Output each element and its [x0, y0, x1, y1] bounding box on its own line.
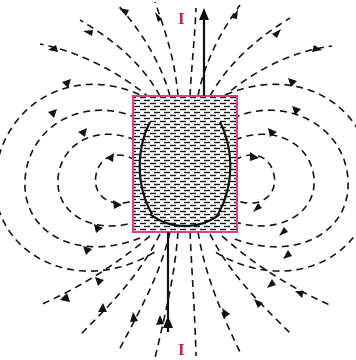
field-line-bot-5 [79, 233, 161, 336]
current-label-bottom: I [178, 340, 185, 359]
coil [132, 8, 238, 332]
field-line-bot-7 [39, 235, 151, 306]
coil-inner-arc-right [217, 121, 232, 215]
coil-outline [132, 95, 238, 233]
arrow-left-1 [106, 153, 114, 162]
field-line-bot-3 [197, 231, 241, 353]
arrow-top-7 [312, 45, 322, 52]
arrow-right-1 [250, 152, 259, 161]
arrow-left-8 [95, 277, 104, 286]
field-line-top-7 [39, 43, 151, 99]
coil-inner-arc-left [138, 121, 153, 215]
field-line-top-5 [79, 19, 161, 97]
arrow-left-5 [113, 200, 122, 209]
field-line-top-1 [117, 4, 171, 97]
field-line-right-4 [211, 83, 356, 272]
arrow-left-7 [83, 246, 92, 255]
field-line-top-2 [154, 1, 179, 97]
arrow-bot-5 [254, 299, 263, 308]
lead-bottom-arrow [163, 316, 173, 328]
arrow-right-4 [288, 78, 297, 87]
lead-top-arrow [199, 8, 209, 20]
arrow-bot-3 [222, 308, 230, 318]
field-line-bot-1 [117, 231, 171, 353]
field-line-bot-2 [154, 231, 179, 359]
current-label-top: I [178, 9, 185, 28]
field-line-bot-4 [189, 231, 197, 357]
coil-inner-arc-bottom [149, 213, 221, 228]
arrow-right-3 [292, 106, 301, 115]
arrow-top-6 [48, 45, 58, 52]
field-line-top-4 [189, 7, 197, 97]
field-line-top-8 [221, 45, 333, 99]
arrow-top-1 [119, 8, 129, 16]
field-line-bot-6 [209, 233, 293, 336]
arrow-left-2 [78, 128, 87, 137]
arrow-bot-4 [98, 303, 107, 312]
arrow-top-4 [83, 30, 93, 36]
arrow-right-5 [253, 203, 262, 212]
arrow-bot-1 [130, 312, 138, 322]
arrow-left-6 [94, 224, 103, 233]
field-line-right-3 [231, 109, 349, 248]
field-line-left-2 [57, 133, 136, 227]
arrow-bot-6 [60, 293, 70, 302]
field-line-right-2 [234, 133, 315, 227]
coil-body [133, 96, 237, 232]
arrow-top-3 [232, 9, 238, 19]
arrow-right-2 [268, 128, 277, 137]
arrow-top-2 [155, 12, 162, 22]
field-arrows [48, 8, 322, 325]
field-line-left-3 [24, 109, 141, 248]
arrow-right-6 [279, 227, 288, 236]
arrow-left-3 [48, 109, 57, 118]
arrow-right-7 [283, 250, 292, 259]
field-line-bot-8 [221, 235, 333, 307]
arrow-bot-2 [156, 315, 164, 325]
arrow-top-5 [272, 29, 281, 38]
arrow-left-4 [62, 79, 71, 88]
arrow-bot-7 [295, 291, 304, 298]
arrow-right-8 [267, 279, 276, 288]
field-line-top-3 [197, 4, 241, 97]
field-line-right-1 [234, 154, 276, 204]
field-line-left-1 [94, 154, 136, 204]
field-line-top-6 [209, 17, 291, 97]
